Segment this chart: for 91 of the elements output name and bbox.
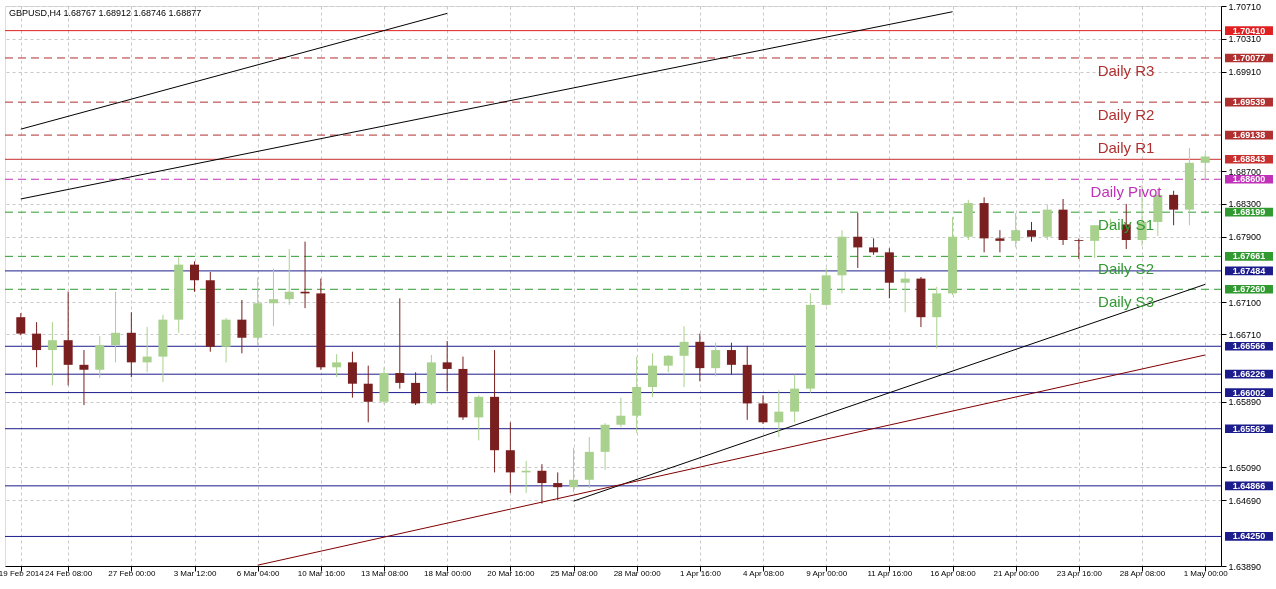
x-tick-label: 25 Mar 08:00 bbox=[550, 568, 599, 578]
x-tick-label: 28 Mar 00:00 bbox=[613, 568, 662, 578]
y-tick-label: 1.70710 bbox=[1228, 1, 1262, 12]
candlestick bbox=[790, 374, 800, 423]
candlestick bbox=[1074, 237, 1084, 260]
candlestick bbox=[474, 394, 484, 441]
x-tick-label: 13 Mar 08:00 bbox=[360, 568, 409, 578]
x-tick-label: 27 Feb 00:00 bbox=[108, 568, 156, 578]
candlestick bbox=[553, 471, 563, 501]
candlestick bbox=[332, 353, 342, 378]
candlestick bbox=[395, 297, 405, 390]
ref-line-label: 1.64866 bbox=[1232, 480, 1266, 491]
candlestick bbox=[616, 397, 626, 428]
x-tick-label: 20 Mar 16:00 bbox=[487, 568, 535, 578]
y-tick-label: 1.63890 bbox=[1228, 561, 1262, 572]
y-tick-label: 1.65890 bbox=[1228, 397, 1262, 408]
candlestick bbox=[268, 268, 278, 327]
candlestick bbox=[774, 389, 784, 438]
x-tick-label: 23 Apr 16:00 bbox=[1056, 568, 1103, 578]
y-tick-label: 1.70310 bbox=[1228, 34, 1262, 45]
ref-line-label: 1.65562 bbox=[1232, 423, 1266, 434]
candlestick bbox=[853, 212, 863, 269]
x-tick-label: 1 May 00:00 bbox=[1183, 568, 1229, 578]
candlestick bbox=[363, 365, 373, 423]
candlestick bbox=[569, 447, 579, 493]
ref-line-label: 1.67484 bbox=[1232, 265, 1266, 276]
candlestick bbox=[190, 260, 200, 293]
ref-line-label: 1.66226 bbox=[1232, 369, 1266, 380]
y-tick-label: 1.65090 bbox=[1228, 462, 1262, 473]
ref-line-label: 1.70410 bbox=[1232, 25, 1266, 36]
x-tick-label: 28 Apr 08:00 bbox=[1119, 568, 1166, 578]
candlestick bbox=[647, 352, 657, 398]
candlestick bbox=[442, 340, 452, 392]
candlestick bbox=[79, 349, 89, 406]
candlestick bbox=[411, 371, 421, 406]
ref-line-label: 1.69138 bbox=[1232, 130, 1266, 141]
candlestick bbox=[47, 321, 57, 386]
x-tick-label: 19 Feb 2014 bbox=[0, 568, 45, 578]
x-tick-label: 16 Apr 08:00 bbox=[930, 568, 977, 578]
chart-title: GBPUSD,H4 1.68767 1.68912 1.68746 1.68877 bbox=[9, 8, 202, 18]
x-tick-label: 9 Apr 00:00 bbox=[806, 568, 848, 578]
candlestick bbox=[711, 342, 721, 377]
x-tick-label: 1 Apr 16:00 bbox=[679, 568, 722, 578]
candlestick bbox=[284, 248, 294, 306]
annotation: Daily R2 bbox=[1097, 106, 1155, 124]
ref-line-label: 1.68199 bbox=[1232, 207, 1266, 218]
candlestick bbox=[758, 394, 768, 425]
y-tick-label: 1.69910 bbox=[1228, 67, 1262, 78]
ref-line-label: 1.68600 bbox=[1232, 174, 1266, 185]
y-tick-label: 1.68700 bbox=[1228, 166, 1262, 177]
candlestick bbox=[237, 299, 247, 354]
y-tick-label: 1.66710 bbox=[1228, 329, 1262, 340]
y-tick-label: 1.67900 bbox=[1228, 232, 1262, 243]
x-tick-label: 11 Apr 16:00 bbox=[867, 568, 913, 578]
annotation: Daily R1 bbox=[1097, 139, 1155, 157]
y-tick-label: 1.67100 bbox=[1228, 297, 1262, 308]
candlestick bbox=[995, 229, 1005, 253]
candlestick bbox=[900, 271, 910, 313]
candlestick bbox=[1090, 224, 1100, 259]
candlestick bbox=[1026, 221, 1036, 243]
candlestick bbox=[111, 291, 121, 363]
candlestick bbox=[16, 312, 26, 336]
ref-line-label: 1.68843 bbox=[1232, 154, 1266, 165]
x-tick-label: 10 Mar 16:00 bbox=[297, 568, 346, 578]
ref-line-label: 1.64250 bbox=[1232, 531, 1266, 542]
y-tick-label: 1.68300 bbox=[1228, 199, 1262, 210]
x-tick-label: 18 Mar 00:00 bbox=[424, 568, 472, 578]
annotation: Daily Pivot bbox=[1090, 183, 1163, 201]
candlestick bbox=[726, 342, 736, 376]
ref-line-label: 1.67260 bbox=[1232, 284, 1266, 295]
x-tick-label: 3 Mar 12:00 bbox=[173, 568, 217, 578]
annotation: Daily R3 bbox=[1097, 61, 1155, 79]
candlestick bbox=[932, 286, 942, 349]
ref-line-label: 1.66566 bbox=[1232, 341, 1266, 352]
y-tick-label: 1.64690 bbox=[1228, 495, 1262, 506]
candlestick bbox=[537, 463, 547, 505]
candlestick bbox=[1200, 153, 1210, 181]
x-tick-label: 24 Feb 08:00 bbox=[45, 568, 93, 578]
ref-line-label: 1.70077 bbox=[1232, 52, 1266, 63]
candlestick bbox=[347, 351, 357, 399]
ref-line-label: 1.66002 bbox=[1232, 387, 1266, 398]
ref-line-label: 1.67661 bbox=[1232, 251, 1266, 262]
candlestick bbox=[1169, 190, 1179, 226]
candlestick bbox=[32, 321, 42, 368]
x-tick-label: 4 Apr 08:00 bbox=[743, 568, 785, 578]
candlestick bbox=[1011, 212, 1021, 248]
candlestick bbox=[679, 325, 689, 388]
candlestick bbox=[505, 421, 515, 494]
ref-line-label: 1.69539 bbox=[1232, 97, 1266, 108]
x-tick-label: 21 Apr 00:00 bbox=[993, 568, 1040, 578]
x-tick-label: 6 Mar 04:00 bbox=[236, 568, 281, 578]
